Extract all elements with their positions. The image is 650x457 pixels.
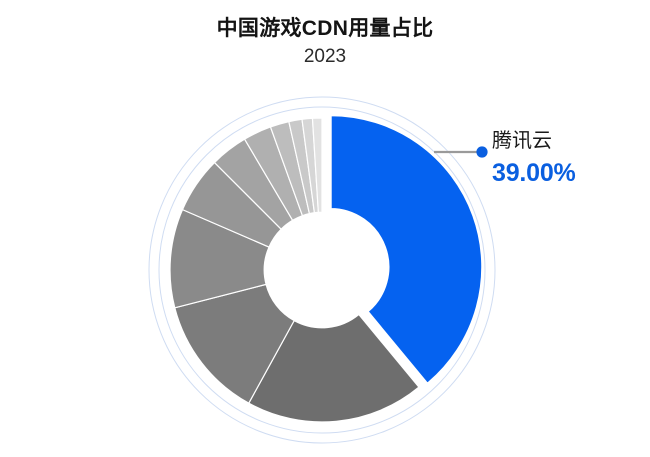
legend-marker-dot <box>476 146 488 158</box>
legend-item-label: 腾讯云 <box>492 130 552 152</box>
callout-leader-line <box>434 146 488 158</box>
pie-slice-highlighted[interactable] <box>329 113 484 386</box>
chart-subtitle: 2023 <box>303 46 347 67</box>
decorative-ring-1 <box>158 106 486 434</box>
page-title: 中国游戏CDN用量占比 <box>216 17 434 40</box>
outer-decorative-rings <box>148 96 496 444</box>
pie-slice[interactable] <box>311 117 323 213</box>
legend-item-value: 39.00% <box>492 159 576 187</box>
chart-header: 中国游戏CDN用量占比 2023 <box>0 16 650 70</box>
pie-slice[interactable] <box>248 313 420 423</box>
pie-slice[interactable] <box>174 283 295 404</box>
decorative-ring-2 <box>148 96 496 444</box>
pie-slice-group <box>169 113 484 423</box>
legend: 腾讯云 39.00% <box>492 129 642 188</box>
